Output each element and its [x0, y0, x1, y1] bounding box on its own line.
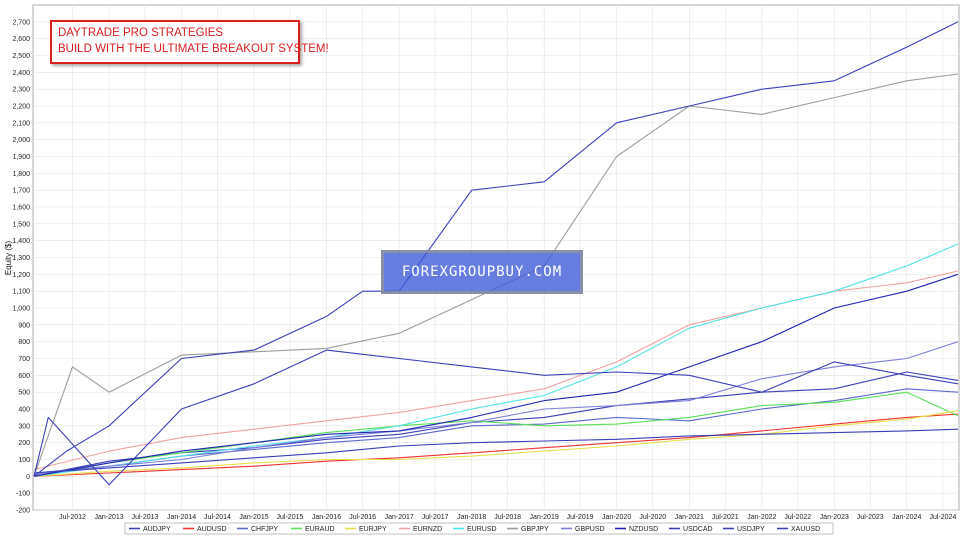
y-tick-label: 200 [18, 440, 30, 447]
series-line-gbpjpy [33, 73, 959, 477]
y-tick-label: 600 [18, 373, 30, 380]
x-tick-label: Jul-2013 [132, 514, 159, 521]
y-tick-label: 2,000 [12, 137, 30, 144]
series-line-audusd [33, 413, 959, 477]
legend-label-usdjpy: USDJPY [737, 526, 765, 533]
x-tick-label: Jul-2018 [494, 514, 521, 521]
x-tick-label: Jul-2016 [349, 514, 376, 521]
legend-label-audjpy: AUDJPY [143, 526, 171, 533]
x-tick-label: Jan-2018 [457, 514, 486, 521]
y-tick-label: -100 [16, 491, 30, 498]
legend-label-eurnzd: EURNZD [413, 526, 442, 533]
x-tick-label: Jul-2019 [567, 514, 594, 521]
legend-label-chfjpy: CHFJPY [251, 526, 279, 533]
series-line-xauusd [33, 21, 959, 477]
legend-label-usdcad: USDCAD [683, 526, 713, 533]
y-tick-label: 400 [18, 407, 30, 414]
y-axis-ticks: -200 -100 0 100 200 300 400 500 600 700 800 900 1,00… [12, 19, 30, 514]
promo-box: DAYTRADE PRO STRATEGIES BUILD WITH THE U… [50, 20, 329, 64]
legend-label-audusd: AUDUSD [197, 526, 227, 533]
y-tick-label: 300 [18, 423, 30, 430]
x-axis-ticks: Jul-2012 Jan-2013 Jul-2013 Jan-2014 Jul-2014… [59, 514, 956, 521]
y-tick-label: 1,600 [12, 205, 30, 212]
promo-line-2: BUILD WITH THE ULTIMATE BREAKOUT SYSTEM! [58, 43, 329, 55]
y-tick-label: 1,000 [12, 306, 30, 313]
y-tick-label: 1,700 [12, 188, 30, 195]
y-tick-label: 2,700 [12, 19, 30, 26]
y-tick-label: 2,500 [12, 53, 30, 60]
x-tick-label: Jan-2022 [747, 514, 776, 521]
series-line-gbpusd [33, 341, 959, 476]
x-tick-label: Jan-2013 [94, 514, 123, 521]
x-tick-label: Jan-2024 [892, 514, 921, 521]
y-tick-label: 1,800 [12, 171, 30, 178]
y-tick-label: 500 [18, 390, 30, 397]
x-tick-label: Jan-2017 [385, 514, 414, 521]
promo-line-1: DAYTRADE PRO STRATEGIES [58, 27, 224, 39]
y-tick-label: 0 [26, 474, 30, 481]
x-tick-label: Jan-2015 [239, 514, 268, 521]
y-tick-label: 1,300 [12, 255, 30, 262]
series-line-eurjpy [33, 410, 959, 477]
y-tick-label: 1,400 [12, 238, 30, 245]
series-line-usdjpy [33, 349, 959, 486]
y-tick-label: 2,100 [12, 120, 30, 127]
x-tick-label: Jul-2022 [784, 514, 811, 521]
legend: AUDJPY AUDUSD CHFJPY EURAUD EURJPY EURNZD EURU… [124, 522, 834, 535]
y-tick-label: 2,600 [12, 36, 30, 43]
series-line-eurusd [33, 243, 959, 477]
y-tick-label: 2,300 [12, 87, 30, 94]
legend-label-eurjpy: EURJPY [359, 526, 387, 533]
watermark-badge: FOREXGROUPBUY.COM [381, 250, 583, 294]
legend-label-xauusd: XAUUSD [791, 526, 820, 533]
y-tick-label: 100 [18, 457, 30, 464]
x-tick-label: Jul-2012 [59, 514, 86, 521]
x-tick-label: Jan-2021 [675, 514, 704, 521]
x-tick-label: Jul-2023 [857, 514, 884, 521]
legend-label-eurusd: EURUSD [467, 526, 497, 533]
y-tick-label: 1,500 [12, 221, 30, 228]
y-tick-label: 800 [18, 339, 30, 346]
series-line-usdcad [33, 428, 959, 474]
x-tick-label: Jan-2014 [167, 514, 196, 521]
x-tick-label: Jul-2017 [422, 514, 449, 521]
legend-label-nzdusd: NZDUSD [629, 526, 658, 533]
x-tick-label: Jan-2019 [530, 514, 559, 521]
x-tick-label: Jul-2014 [204, 514, 231, 521]
series-line-euraud [33, 391, 959, 477]
legend-label-gbpusd: GBPUSD [575, 526, 605, 533]
x-tick-label: Jul-2021 [712, 514, 739, 521]
legend-label-gbpjpy: GBPJPY [521, 526, 549, 533]
y-tick-label: 1,200 [12, 272, 30, 279]
x-tick-label: Jul-2015 [277, 514, 304, 521]
y-tick-label: 2,400 [12, 70, 30, 77]
legend-label-euraud: EURAUD [305, 526, 335, 533]
x-tick-label: Jul-2020 [639, 514, 666, 521]
x-tick-label: Jan-2020 [602, 514, 631, 521]
gridlines [33, 5, 959, 511]
y-tick-label: -200 [16, 508, 30, 515]
series-line-nzdusd [33, 273, 959, 477]
y-axis-label: Equity ($) [4, 241, 13, 276]
y-tick-label: 1,100 [12, 289, 30, 296]
x-tick-label: Jan-2023 [820, 514, 849, 521]
legend-box [124, 522, 834, 535]
x-tick-label: Jan-2016 [312, 514, 341, 521]
y-tick-label: 1,900 [12, 154, 30, 161]
y-tick-label: 700 [18, 356, 30, 363]
y-tick-label: 900 [18, 322, 30, 329]
x-tick-label: Jul-2024 [929, 514, 956, 521]
series-lines [33, 21, 959, 486]
series-line-chfjpy [33, 388, 959, 474]
y-tick-label: 2,200 [12, 104, 30, 111]
